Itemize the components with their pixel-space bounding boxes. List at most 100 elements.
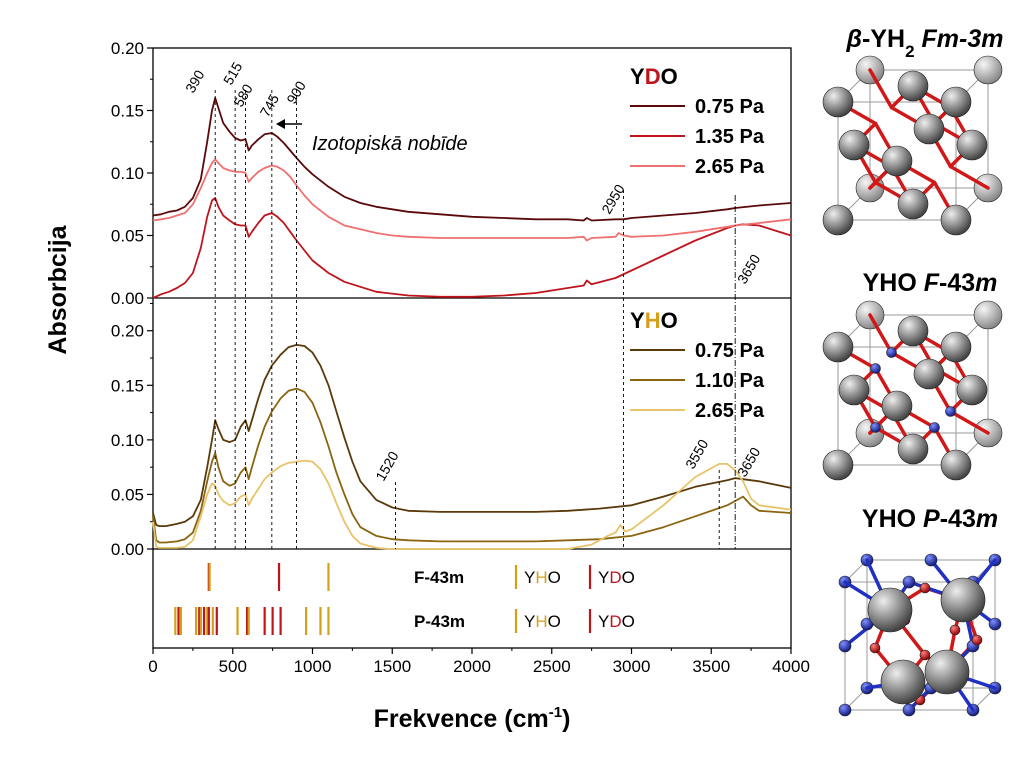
bottom-ytick-label: 0.20 [111, 322, 144, 341]
xtick-label: 4000 [772, 657, 810, 676]
calc-legend-label-0-1: YDO [598, 568, 635, 587]
spectra-plot: 0.00 0.05 0.10 0.15 0.20 0.00 0.05 0.10 0.15 0.20… [44, 39, 810, 733]
y-atom-face [956, 129, 988, 161]
top-legend-label-2: 2.65 Pa [695, 156, 765, 178]
o-atom [949, 624, 961, 636]
struct-title-part: -43 [939, 269, 975, 297]
bottom-legend-label-0: 0.75 Pa [695, 340, 765, 362]
y-atom-corner [822, 331, 854, 363]
top-ytick-label: 0.20 [111, 39, 144, 58]
bottom-legend-title: YHO [630, 308, 678, 333]
struct-title-part: Fm-3m [915, 25, 1004, 53]
bottom-legend-title-part: Y [630, 308, 645, 333]
top-legend-title: YDO [630, 64, 678, 89]
h-atom [870, 363, 881, 374]
y-atom-corner [822, 86, 854, 118]
top-legend-label-1: 1.35 Pa [695, 126, 765, 148]
y-atom [924, 649, 970, 695]
y-atom-corner [822, 449, 854, 481]
xtick-label: 1500 [373, 657, 411, 676]
bottom-series-2 [152, 459, 792, 550]
x-axis-title-main: Frekvence (cm [374, 705, 549, 733]
y-atom-corner [940, 204, 972, 236]
structure-1 [822, 300, 1003, 481]
struct-title-part: β [846, 25, 863, 53]
calc-legend-part: H [535, 612, 547, 631]
structure-title-1: YHO F-43m [863, 269, 998, 297]
y-atom-back [973, 300, 1003, 330]
y-atom-face [913, 358, 945, 390]
calc-legend-part: Y [598, 612, 609, 631]
bottom-ytick-label: 0.00 [111, 540, 144, 559]
y-atom-face [838, 374, 870, 406]
annotation-1520: 1520 [372, 448, 402, 483]
top-series-2 [152, 158, 792, 242]
top-legend-title-part: D [645, 64, 661, 89]
top-series-0 [152, 97, 792, 222]
h-atom [945, 406, 956, 417]
bottom-legend-title-part: H [645, 308, 661, 333]
calc-legend-part: H [535, 568, 547, 587]
struct-title-part: -YH [862, 25, 905, 53]
y-atom-corner [822, 204, 854, 236]
bottom-legend-label-1: 1.10 Pa [695, 370, 765, 392]
bond [868, 68, 894, 110]
calc-legend-part: Y [598, 568, 609, 587]
y-atom-face [897, 433, 929, 465]
top-legend-title-part: O [661, 64, 678, 89]
xtick-label: 3000 [613, 657, 651, 676]
struct-title-part: P [923, 505, 940, 533]
xtick-label: 500 [219, 657, 247, 676]
structure-0 [822, 55, 1003, 236]
h-atom-edge [838, 639, 852, 653]
calc-legend-part: O [622, 568, 635, 587]
o-atom [971, 634, 983, 646]
y-atom-corner [940, 86, 972, 118]
calc-legend-part: Y [524, 612, 535, 631]
struct-title-part: m [976, 505, 998, 533]
bottom-series-0 [152, 344, 792, 527]
xtick-label: 2000 [453, 657, 491, 676]
y-atom [940, 577, 986, 623]
h-atom [870, 422, 881, 433]
annotation-745: 745 [257, 91, 283, 119]
structure-title-2: YHO P-43m [862, 505, 998, 533]
h-atom-edge [988, 617, 1002, 631]
annotation-3550: 3550 [682, 436, 712, 471]
o-atom [919, 649, 931, 661]
calc-legend-part: Y [524, 568, 535, 587]
y-atom-face [897, 188, 929, 220]
calc-legend-label-0-0: YHO [524, 568, 561, 587]
calc-row-label-0: F-43m [414, 568, 464, 587]
bottom-ytick-label: 0.15 [111, 376, 144, 395]
h-atom-corner [838, 703, 852, 717]
y-atom-face [881, 390, 913, 422]
h-atom [929, 422, 940, 433]
calc-legend-label-1-1: YDO [598, 612, 635, 631]
bottom-ytick-label: 0.05 [111, 485, 144, 504]
top-legend-title-part: Y [630, 64, 645, 89]
xtick-label: 2500 [533, 657, 571, 676]
y-atom-face [881, 145, 913, 177]
calc-legend-label-1-0: YHO [524, 612, 561, 631]
bond [868, 313, 894, 355]
calc-legend-part: D [609, 568, 621, 587]
top-ytick-label: 0.10 [111, 164, 144, 183]
calc-legend-part: O [548, 612, 561, 631]
xtick-label: 3500 [692, 657, 730, 676]
h-atom-edge [924, 553, 938, 567]
y-atom [867, 587, 913, 633]
calc-legend-part: O [622, 612, 635, 631]
isotope-shift-note: Izotopiskā nobīde [312, 133, 468, 155]
bond [948, 164, 990, 190]
top-ytick-label: 0.00 [111, 289, 144, 308]
xtick-label: 1000 [294, 657, 332, 676]
xtick-label: 0 [148, 657, 157, 676]
calc-legend-part: O [548, 568, 561, 587]
calc-row-label-1: P-43m [414, 612, 465, 631]
y-atom-corner [940, 331, 972, 363]
annotation-390: 390 [182, 67, 208, 95]
top-ytick-label: 0.05 [111, 227, 144, 246]
o-atom [869, 642, 881, 654]
